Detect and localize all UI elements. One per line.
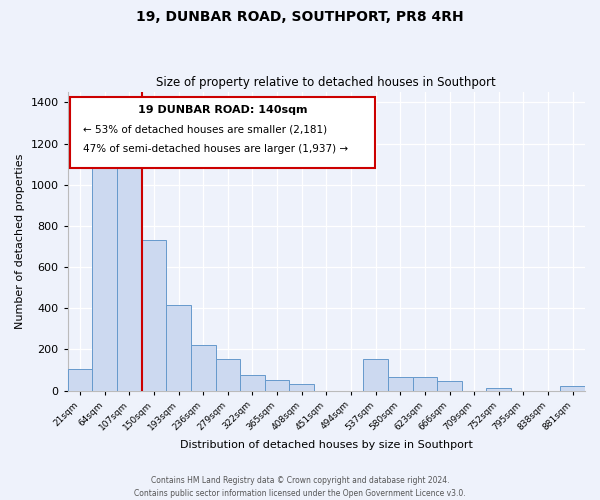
Bar [487, 388, 511, 390]
Bar [413, 377, 437, 390]
Bar [191, 346, 215, 391]
Bar [437, 382, 462, 390]
Bar [289, 384, 314, 390]
Text: 19, DUNBAR ROAD, SOUTHPORT, PR8 4RH: 19, DUNBAR ROAD, SOUTHPORT, PR8 4RH [136, 10, 464, 24]
Bar [560, 386, 585, 390]
Bar [68, 369, 92, 390]
Bar [215, 358, 240, 390]
Y-axis label: Number of detached properties: Number of detached properties [15, 154, 25, 329]
Bar [166, 305, 191, 390]
Text: Contains HM Land Registry data © Crown copyright and database right 2024.
Contai: Contains HM Land Registry data © Crown c… [134, 476, 466, 498]
Bar [117, 152, 142, 390]
X-axis label: Distribution of detached houses by size in Southport: Distribution of detached houses by size … [180, 440, 473, 450]
Bar [388, 377, 413, 390]
Text: 47% of semi-detached houses are larger (1,937) →: 47% of semi-detached houses are larger (… [83, 144, 349, 154]
Bar [142, 240, 166, 390]
Text: ← 53% of detached houses are smaller (2,181): ← 53% of detached houses are smaller (2,… [83, 125, 328, 135]
FancyBboxPatch shape [70, 96, 376, 168]
Title: Size of property relative to detached houses in Southport: Size of property relative to detached ho… [157, 76, 496, 90]
Bar [364, 358, 388, 390]
Bar [92, 152, 117, 390]
Bar [265, 380, 289, 390]
Text: 19 DUNBAR ROAD: 140sqm: 19 DUNBAR ROAD: 140sqm [138, 106, 308, 116]
Bar [240, 375, 265, 390]
